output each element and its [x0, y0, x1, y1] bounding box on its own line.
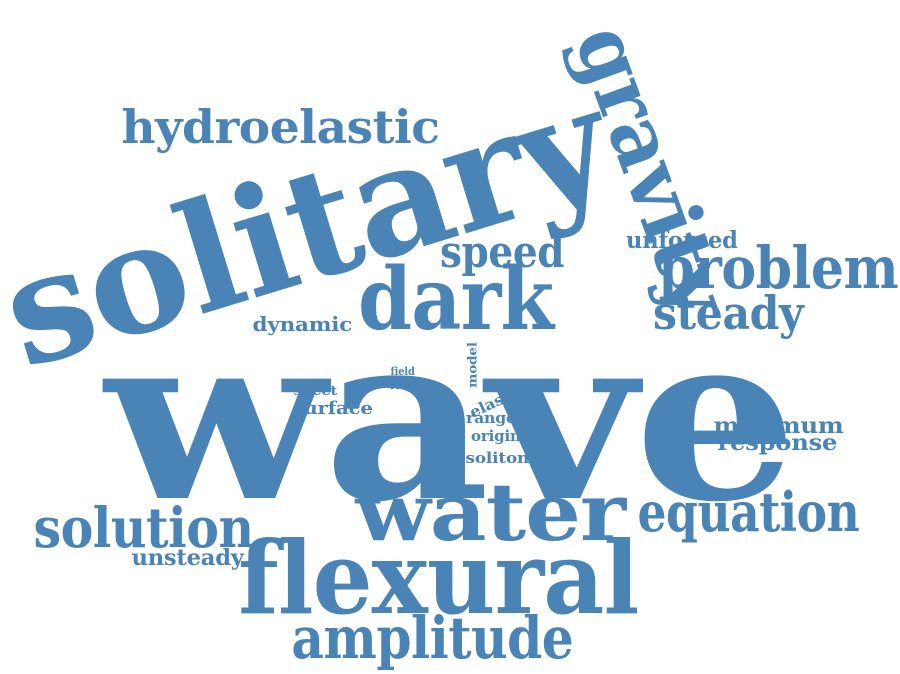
- word-flexural: flexural: [238, 519, 639, 637]
- word-response: response: [717, 430, 837, 456]
- word-unforced: unforced: [626, 226, 738, 254]
- word-origin: origin: [471, 426, 521, 445]
- word-soliton: soliton: [465, 448, 529, 467]
- word-wave: wave: [104, 283, 798, 553]
- word-range: range: [465, 408, 516, 427]
- word-water: water: [355, 465, 626, 559]
- word-equation: equation: [636, 480, 859, 544]
- word-minimum: minimum: [713, 413, 844, 439]
- word-load: load: [390, 378, 416, 392]
- word-steady: steady: [653, 286, 804, 340]
- word-hydroelastic: hydroelastic: [120, 100, 440, 154]
- word-surface: surface: [291, 398, 373, 419]
- word-speed: speed: [439, 227, 565, 278]
- word-solution: solution: [32, 494, 254, 560]
- word-model: model: [464, 342, 479, 388]
- word-field: field: [390, 364, 415, 378]
- word-amplitude: amplitude: [290, 604, 573, 672]
- word-unsteady: unsteady: [130, 545, 244, 571]
- word-dark: dark: [357, 249, 553, 350]
- word-sheet: sheet: [293, 383, 337, 399]
- word-problem: problem: [657, 234, 898, 302]
- word-dynamic: dynamic: [252, 312, 352, 336]
